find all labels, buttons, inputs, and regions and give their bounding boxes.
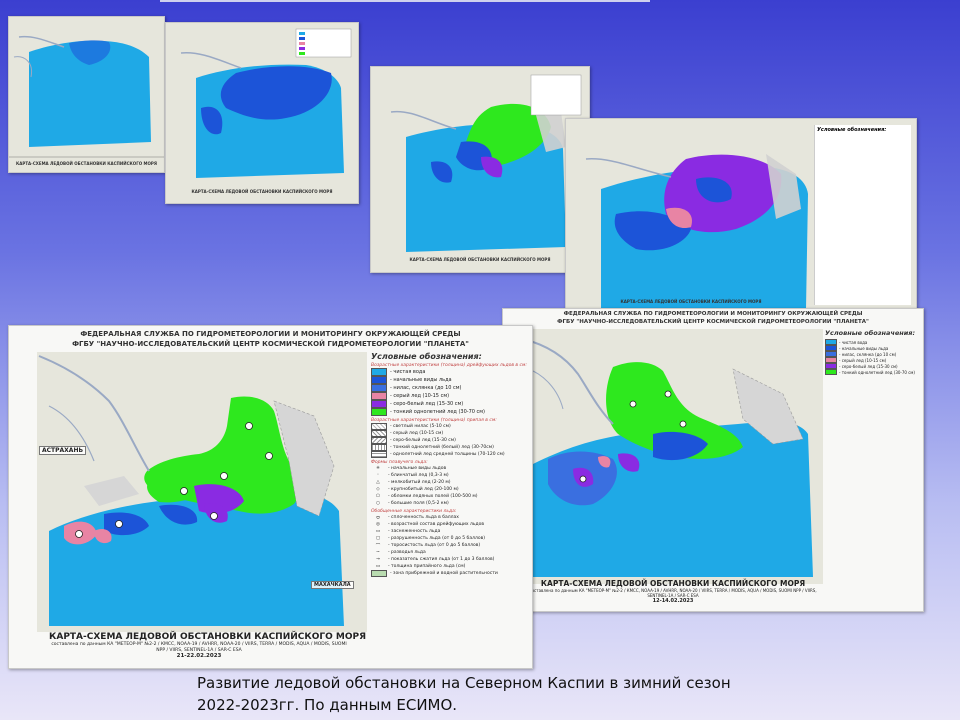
thumbnail-legend-title: Условные обозначения: [817,127,887,133]
map-subtitle: составлена по данным КА "МЕТЕОР-М" №2-2 … [529,588,817,598]
map-drawing [37,352,367,632]
legend-item: - нилас, склянка (до 10 см) [839,351,897,357]
form-icon: △ [376,480,380,485]
legend-item: - мелкобитый лед (2-20 м) [388,480,451,485]
caption-line-2: 2022-2023гг. По данным ЕСИМО. [197,696,458,714]
legend-item: - блинчатый лед (0,3-3 м) [388,473,449,478]
legend-item: - серо-белый лед (15-30 см) [839,363,898,369]
map-title: КАРТА-СХЕМА ЛЕДОВОЙ ОБСТАНОВКИ КАСПИЙСКО… [540,579,806,588]
thumbnail-title: КАРТА-СХЕМА ЛЕДОВОЙ ОБСТАНОВКИ КАСПИЙСКО… [409,257,551,262]
ice-map-thumbnail-2: КАРТА-СХЕМА ЛЕДОВОЙ ОБСТАНОВКИ КАСПИЙСКО… [165,22,359,204]
map-subtitle: составлена по данным КА "МЕТЕОР-М" №2-2 … [51,642,347,653]
legend-item: - однолетний лед средней толщины (70-120… [390,452,505,457]
place-label-makhachkala: МАХАЧКАЛА [311,581,354,589]
thumbnail-legend: Условные обозначения: [814,125,911,305]
map-legend: Условные обозначения: - чистая вода - на… [825,329,921,375]
legend-item: - тонкий однолетний (белый) лед (30-70см… [390,445,494,450]
lead-icon: ~ [376,550,380,555]
snow-icon: ▭ [375,529,381,534]
legend-title: Условные обозначения: [371,352,482,361]
legend-item: - большие поля (0,5-2 км) [388,501,449,506]
legend-item: - чистая вода [839,339,868,345]
concentration-icon: ⬭ [376,515,380,521]
pressure-icon: → [376,557,380,562]
legend-item: - серо-белый лед (15-30 см) [390,438,456,443]
legend-item: - заснеженность льда [388,529,441,534]
thumbnail-title: КАРТА-СХЕМА ЛЕДОВОЙ ОБСТАНОВКИ КАСПИЙСКО… [191,189,333,194]
legend-section-forms: Формы плавучего льда: [371,460,428,465]
legend-item: - начальные виды льда [839,345,889,351]
legend-item: - серый лед (10-15 см) [390,431,444,436]
map-date: 12-14.02.2023 [652,598,694,604]
slide-caption: Развитие ледовой обстановки на Северном … [197,672,731,716]
legend-item: - разрушенность льда (от 0 до 5 баллов) [388,536,485,541]
legend-item: - возрастной состав дрейфующих льдов [388,522,485,527]
legend-title: Условные обозначения: [825,329,916,337]
legend-item: - нилас, склянка (до 10 см) [390,385,462,391]
ice-map-large-right: ФЕДЕРАЛЬНАЯ СЛУЖБА ПО ГИДРОМЕТЕОРОЛОГИИ … [502,308,924,612]
legend-item: - светлый нилас (5-10 см) [390,424,451,429]
map-drawing [522,329,823,584]
map-date: 21-22.02.2023 [176,653,222,659]
map-title-block: КАРТА-СХЕМА ЛЕДОВОЙ ОБСТАНОВКИ КАСПИЙСКО… [49,632,367,659]
legend-item: - серо-белый лед (15-30 см) [390,401,464,407]
fast-ice-thickness-icon: ▭ [375,564,381,569]
map-agency: ФЕДЕРАЛЬНАЯ СЛУЖБА ПО ГИДРОМЕТЕОРОЛОГИИ … [80,330,461,338]
thumbnail-title: КАРТА-СХЕМА ЛЕДОВОЙ ОБСТАНОВКИ КАСПИЙСКО… [16,161,157,166]
form-icon: ✳ [376,466,380,471]
ice-map-thumbnail-3: КАРТА-СХЕМА ЛЕДОВОЙ ОБСТАНОВКИ КАСПИЙСКО… [370,66,590,273]
ridging-icon: ⌒ [375,543,381,549]
map-agency: ФЕДЕРАЛЬНАЯ СЛУЖБА ПО ГИДРОМЕТЕОРОЛОГИИ … [563,311,863,317]
ice-map-thumbnail-1: КАРТА-СХЕМА ЛЕДОВОЙ ОБСТАНОВКИ КАСПИЙСКО… [8,16,165,173]
age-composition-icon: ◎ [376,522,380,527]
legend-item: - начальные виды льдов [388,466,447,471]
form-icon: ⬠ [376,494,380,499]
legend-item: - торосистость льда (от 0 до 5 баллов) [388,543,481,548]
place-label-astrakhan: АСТРАХАНЬ [39,446,87,455]
decay-icon: ▢ [375,536,381,541]
form-icon: ○ [376,501,380,506]
legend-item: - обломки ледяных полей (100-500 м) [388,494,478,499]
map-center: ФГБУ "НАУЧНО-ИССЛЕДОВАТЕЛЬСКИЙ ЦЕНТР КОС… [557,319,869,325]
slide-top-line [160,0,650,2]
legend-item: - серый лед (10-15 см) [839,357,887,363]
map-drawing [371,67,589,272]
map-drawing [166,23,358,203]
legend-item: - разводья льда [388,550,426,555]
legend-section-fast-ice: Возрастные характеристики (толщина) прип… [371,418,497,423]
thumbnail-title: КАРТА-СХЕМА ЛЕДОВОЙ ОБСТАНОВКИ КАСПИЙСКО… [620,299,762,304]
ice-map-large-left: ФЕДЕРАЛЬНАЯ СЛУЖБА ПО ГИДРОМЕТЕОРОЛОГИИ … [8,325,533,669]
map-title: КАРТА-СХЕМА ЛЕДОВОЙ ОБСТАНОВКИ КАСПИЙСКО… [49,632,367,642]
map-drawing [9,17,164,172]
legend-section-age: Возрастные характеристики (толщина) дрей… [371,363,527,368]
legend-item: - чистая вода [390,369,426,375]
legend-item: - показатель сжатия льда (от 1 до 3 балл… [388,557,495,562]
caption-line-1: Развитие ледовой обстановки на Северном … [197,674,731,692]
ice-map-thumbnail-4: Условные обозначения: КАРТА-СХЕМА ЛЕДОВО… [565,118,917,315]
map-center: ФГБУ "НАУЧНО-ИССЛЕДОВАТЕЛЬСКИЙ ЦЕНТР КОС… [72,340,469,348]
legend-item: - сплоченность льда в баллах [388,515,459,520]
legend-item: - толщина припайного льда (см) [388,564,466,569]
legend-item: - крупнобитый лед (20-100 м) [388,487,459,492]
form-icon: ◦ [376,473,380,478]
legend-section-general: Обобщенные характеристики льда: [371,509,457,514]
legend-item: - зона прибрежной и водной растительност… [390,571,498,576]
map-legend: Условные обозначения: Возрастные характе… [371,352,529,577]
legend-item: - серый лед (10-15 см) [390,393,450,399]
legend-item: - тонкий однолетний лед (30-70 см) [390,409,485,415]
legend-item: - тонкий однолетний лед (30-70 см) [839,369,915,375]
map-title-block: КАРТА-СХЕМА ЛЕДОВОЙ ОБСТАНОВКИ КАСПИЙСКО… [523,579,823,604]
form-icon: ◇ [376,487,380,492]
legend-item: - начальные виды льда [390,377,452,383]
